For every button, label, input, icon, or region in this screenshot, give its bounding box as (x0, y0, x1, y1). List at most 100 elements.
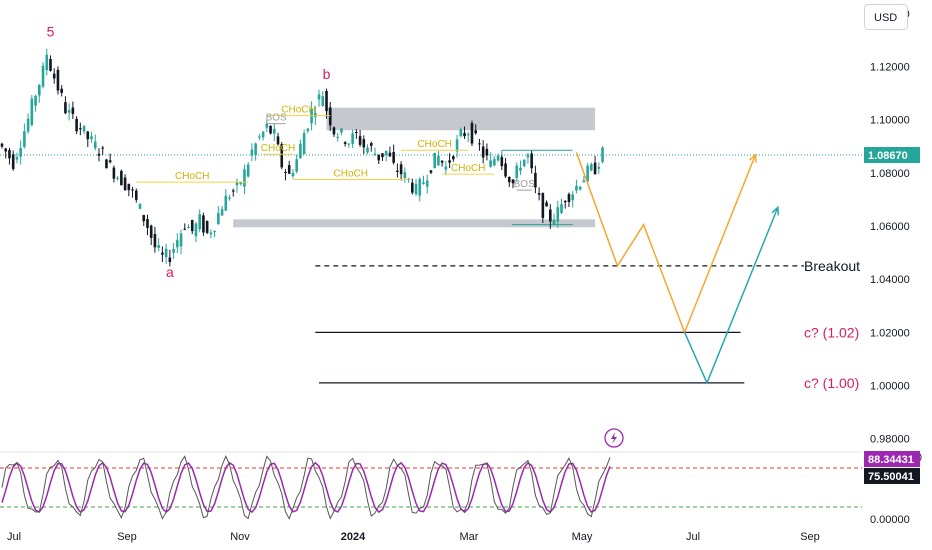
candle-body (496, 155, 500, 161)
price-tick: 1.08000 (870, 168, 910, 180)
candle-body (41, 65, 45, 87)
candle-body (19, 148, 22, 157)
candle-body (276, 136, 280, 145)
candle-body (146, 218, 149, 228)
osc-value-1: 88.34431 (868, 454, 914, 466)
candle-body (489, 160, 492, 167)
candle-body (466, 134, 470, 136)
time-tick: May (572, 531, 593, 543)
candle-body (444, 166, 448, 170)
supply-zone (326, 107, 596, 131)
candle-body (112, 167, 116, 179)
candle-body (563, 201, 567, 203)
candle-body (272, 128, 276, 134)
candle-body (440, 160, 444, 163)
candle-body (228, 197, 231, 199)
candle-body (217, 213, 220, 225)
candle-body (549, 209, 552, 222)
candle-body (485, 148, 489, 156)
candle-body (287, 165, 291, 174)
candle-body (552, 219, 556, 225)
candle-body (97, 153, 101, 156)
price-tick: 1.00000 (870, 381, 910, 393)
candle-body (108, 160, 112, 163)
structure-label: CHoCH (261, 143, 295, 154)
candle-body (403, 172, 407, 179)
lightning-icon (611, 432, 617, 444)
candle-body (49, 58, 52, 71)
current-price-badge-bg (864, 147, 920, 164)
candle-body (220, 209, 224, 216)
candle-body (82, 125, 86, 132)
candle-body (179, 233, 183, 247)
candle-body (586, 165, 589, 182)
candle-body (347, 143, 351, 145)
candle-body (280, 144, 284, 168)
candle-body (351, 133, 354, 144)
candle-body (71, 107, 75, 114)
candle-body (131, 189, 134, 191)
candle-body (176, 240, 179, 248)
candle-body (269, 125, 272, 134)
candle-body (134, 190, 138, 200)
candle-body (265, 123, 269, 128)
candle-body (560, 204, 563, 214)
candle-body (224, 195, 228, 211)
candle-body (209, 232, 213, 235)
wave-label: 5 (47, 24, 55, 40)
candle-body (38, 84, 41, 96)
candle-body (254, 143, 257, 156)
price-tick: 1.02000 (870, 327, 910, 339)
wave-label: a (166, 264, 174, 280)
candle-body (64, 102, 67, 114)
candle-body (306, 128, 310, 132)
candle-body (437, 155, 440, 166)
candle-body (321, 96, 325, 107)
candle-body (67, 110, 71, 113)
candle-body (500, 157, 504, 167)
candle-body (79, 128, 82, 130)
price-tick: 1.04000 (870, 274, 910, 286)
candle-body (567, 194, 571, 203)
candle-body (474, 130, 478, 134)
candle-body (358, 136, 362, 145)
currency-button[interactable]: USD (864, 4, 908, 30)
candle-body (459, 129, 463, 137)
candle-body (284, 172, 287, 174)
candle-body (422, 182, 425, 184)
candle-body (246, 164, 250, 177)
orange-projection (575, 152, 757, 335)
stoch-k-line (1, 455, 611, 520)
candle-body (373, 153, 377, 156)
candle-body (168, 257, 172, 263)
candle-body (429, 170, 433, 173)
time-tick: Jul (686, 531, 700, 543)
candle-body (235, 181, 239, 186)
candle-body (4, 148, 8, 152)
candle-body (590, 164, 593, 171)
candle-body (571, 194, 574, 201)
candle-body (522, 159, 526, 167)
candle-body (231, 190, 235, 192)
price-series (0, 48, 604, 267)
candle-body (105, 159, 108, 169)
time-tick: Jul (7, 531, 21, 543)
candle-body (295, 159, 298, 172)
candle-body (183, 228, 187, 230)
candle-body (142, 215, 146, 222)
time-tick: Mar (460, 531, 479, 543)
candle-body (93, 141, 97, 149)
candle-body (392, 152, 395, 163)
candle-body (515, 165, 519, 179)
candle-body (86, 131, 90, 140)
price-axis: 1.140001.120001.100001.080001.060001.040… (870, 8, 910, 445)
teal-arrowhead (771, 205, 780, 216)
time-tick: Sep (117, 531, 137, 543)
candle-body (52, 73, 56, 79)
candle-body (545, 202, 548, 207)
candle-body (578, 186, 582, 190)
candle-body (314, 112, 317, 117)
structure-label: CHoCH (451, 163, 485, 174)
candle-body (15, 157, 19, 160)
